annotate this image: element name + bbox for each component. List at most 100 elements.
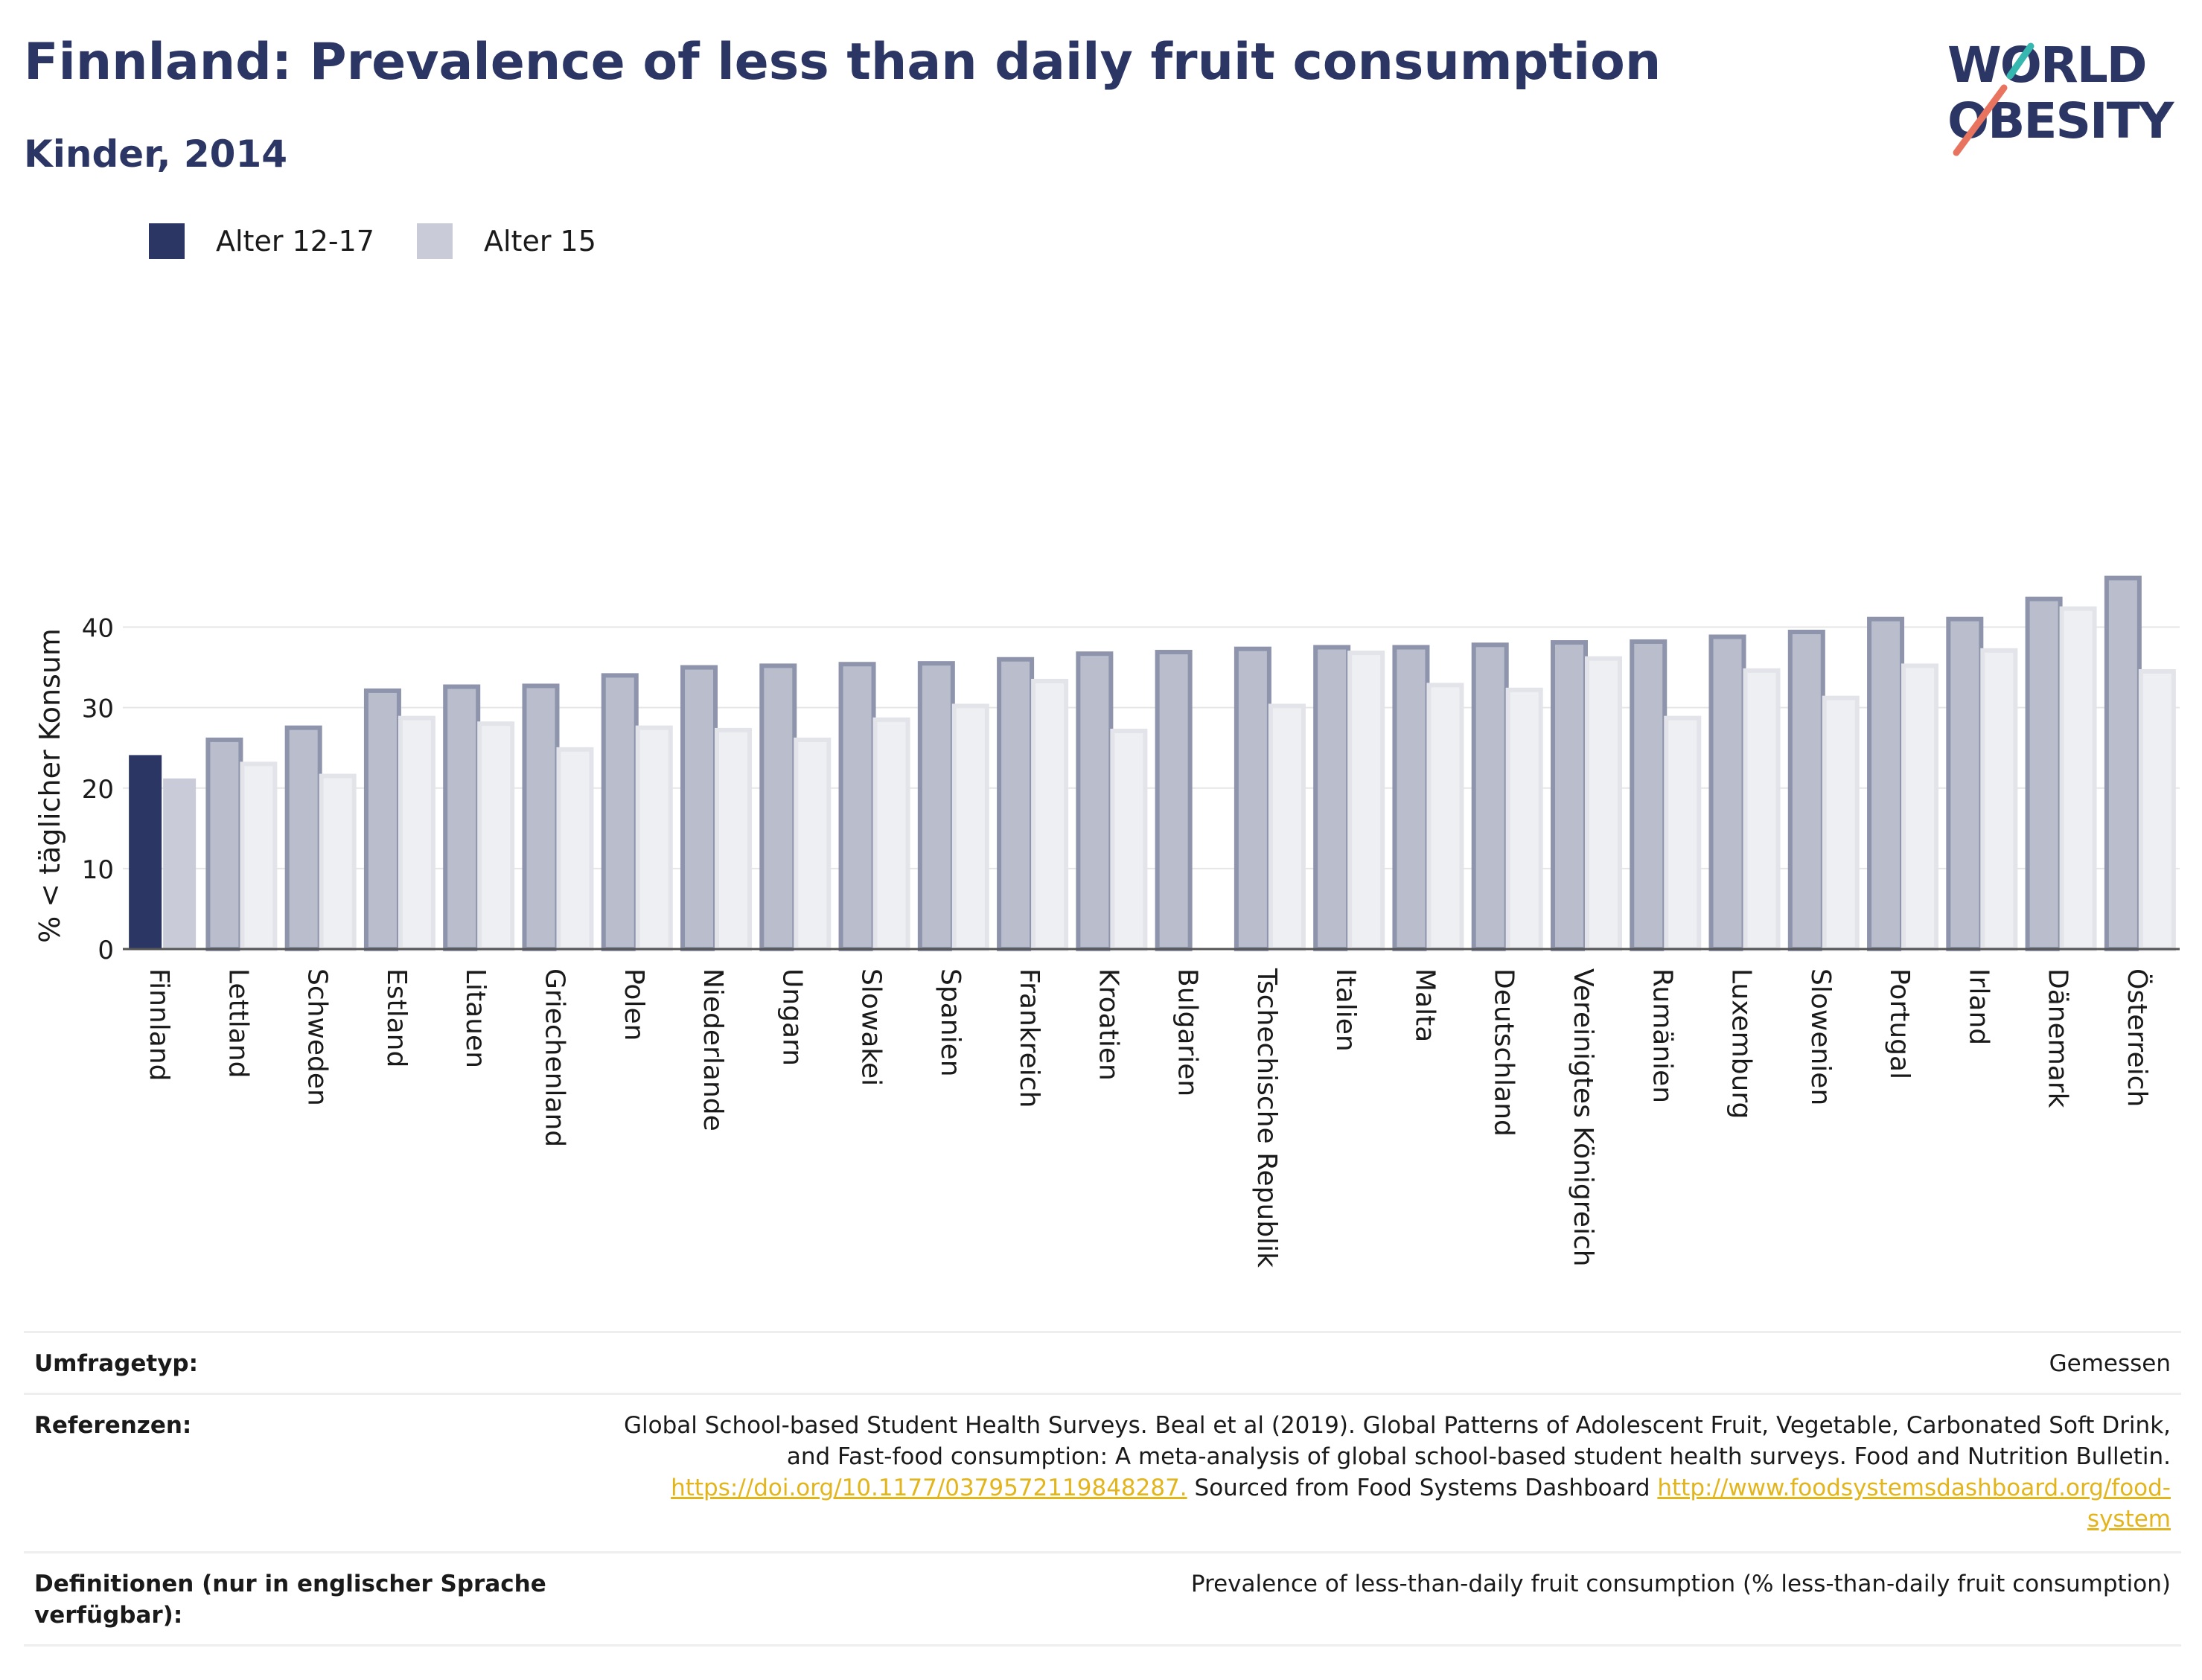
- logo-teal-slash: [2006, 42, 2035, 80]
- info-value-references: Global School-based Student Health Surve…: [607, 1410, 2171, 1535]
- bar-age-15-dänemark: [2059, 606, 2097, 951]
- bar-age-12-17-dänemark: [2025, 596, 2063, 951]
- x-tick-label-bulgarien: Bulgarien: [1172, 968, 1203, 1096]
- bar-age-15-polen: [635, 725, 673, 951]
- bar-age-15-griechenland: [556, 747, 594, 951]
- y-tick-label-20: 20: [82, 775, 114, 805]
- y-tick-label-40: 40: [82, 614, 114, 644]
- x-tick-label-kroatien: Kroatien: [1093, 968, 1123, 1081]
- bar-age-12-17-italien: [1313, 645, 1351, 951]
- x-tick-label-slowenien: Slowenien: [1805, 968, 1836, 1105]
- reference-line-3: https://doi.org/10.1177/0379572119848287…: [607, 1472, 2171, 1504]
- bar-age-15-österreich: [2138, 668, 2176, 951]
- x-tick-label-estland: Estland: [381, 968, 412, 1067]
- info-row-survey-type: Umfragetyp: Gemessen: [24, 1331, 2181, 1393]
- page-subtitle: Kinder, 2014: [24, 132, 288, 176]
- x-tick-label-deutschland: Deutschland: [1489, 968, 1519, 1137]
- legend-label-age-12-17: Alter 12-17: [216, 225, 374, 258]
- bar-age-12-17-litauen: [443, 684, 481, 951]
- bar-age-12-17-slowenien: [1787, 629, 1825, 951]
- page-title: Finnland: Prevalence of less than daily …: [24, 33, 1662, 92]
- bar-age-12-17-lettland: [205, 737, 243, 951]
- bar-age-12-17-ungarn: [759, 663, 797, 952]
- y-tick-label-10: 10: [82, 855, 114, 885]
- reference-line-1: Global School-based Student Health Surve…: [624, 1412, 2171, 1439]
- bar-age-15-schweden: [319, 773, 357, 951]
- x-tick-label-italien: Italien: [1330, 968, 1361, 1052]
- definitions-label-line-2: verfügbar):: [34, 1602, 183, 1629]
- reference-line-4: system: [607, 1504, 2171, 1535]
- dashboard-link-continued[interactable]: system: [2087, 1506, 2171, 1533]
- x-tick-label-slowakei: Slowakei: [856, 968, 887, 1086]
- x-tick-label-litauen: Litauen: [460, 968, 491, 1068]
- info-row-definitions: Definitionen (nur in englischer Sprache …: [24, 1551, 2181, 1647]
- bar-age-15-malta: [1426, 683, 1464, 951]
- bar-age-12-17-rumänien: [1630, 639, 1668, 951]
- bar-age-12-17-luxemburg: [1708, 634, 1746, 951]
- bar-age-12-17-slowakei: [838, 662, 876, 951]
- bar-age-12-17-portugal: [1867, 616, 1905, 951]
- bar-age-15-kroatien: [1110, 728, 1148, 951]
- legend-label-age-15: Alter 15: [484, 225, 596, 258]
- y-tick-label-30: 30: [82, 694, 114, 724]
- x-tick-label-luxemburg: Luxemburg: [1726, 968, 1757, 1119]
- x-tick-label-portugal: Portugal: [1884, 968, 1915, 1079]
- legend-swatch-age-15: [417, 223, 453, 259]
- bar-age-12-17-estland: [363, 688, 401, 951]
- bar-age-15-estland: [398, 715, 435, 952]
- bar-age-15-niederlande: [715, 727, 753, 952]
- bar-age-12-17-kroatien: [1076, 651, 1114, 951]
- bar-age-12-17-bulgarien: [1155, 650, 1193, 951]
- logo-red-slash: [1953, 84, 2008, 156]
- bar-age-15-litauen: [477, 721, 515, 951]
- x-tick-label-rumänien: Rumänien: [1647, 968, 1677, 1103]
- x-tick-label-frankreich: Frankreich: [1014, 968, 1044, 1108]
- info-row-references: Referenzen: Global School-based Student …: [24, 1393, 2181, 1551]
- info-value-survey-type: Gemessen: [2049, 1350, 2171, 1377]
- bar-age-12-17-frankreich: [997, 657, 1035, 951]
- x-tick-label-österreich: Österreich: [2122, 968, 2153, 1107]
- bar-age-15-tschechische-republik: [1268, 703, 1306, 952]
- bar-age-15-rumänien: [1664, 715, 1702, 952]
- bar-age-12-17-spanien: [917, 661, 955, 951]
- x-tick-label-polen: Polen: [619, 968, 649, 1041]
- bar-age-12-17-vereinigtes-königreich: [1550, 640, 1588, 951]
- bar-age-12-17-finnland: [129, 755, 162, 949]
- legend-swatch-age-12-17: [149, 223, 185, 259]
- world-obesity-logo: WORLD OBESITY: [1947, 36, 2177, 156]
- bar-age-15-luxemburg: [1743, 668, 1781, 951]
- x-tick-label-malta: Malta: [1409, 968, 1440, 1042]
- x-tick-label-vereinigtes-königreich: Vereinigtes Königreich: [1568, 968, 1598, 1267]
- info-label-references: Referenzen:: [34, 1412, 192, 1439]
- reference-line-2: and Fast-food consumption: A meta-analys…: [786, 1443, 2171, 1470]
- info-table: Umfragetyp: Gemessen Referenzen: Global …: [24, 1331, 2181, 1647]
- bar-age-15-lettland: [240, 761, 278, 951]
- x-tick-label-irland: Irland: [1963, 968, 1994, 1045]
- bar-age-15-deutschland: [1505, 687, 1543, 952]
- x-tick-label-dänemark: Dänemark: [2043, 968, 2073, 1108]
- reference-sourced-text: Sourced from Food Systems Dashboard: [1187, 1475, 1658, 1501]
- dashboard-link[interactable]: http://www.foodsystemsdashboard.org/food…: [1657, 1475, 2171, 1501]
- bar-age-15-ungarn: [794, 737, 832, 951]
- bar-age-15-finnland: [163, 778, 197, 949]
- bar-age-12-17-schweden: [284, 725, 322, 951]
- bar-age-12-17-polen: [601, 673, 639, 951]
- bar-age-15-slowakei: [872, 717, 910, 951]
- y-axis-title: % < täglicher Konsum: [33, 628, 66, 943]
- bar-age-12-17-irland: [1946, 616, 1984, 951]
- bar-age-15-vereinigtes-königreich: [1584, 656, 1622, 951]
- bar-age-12-17-österreich: [2104, 575, 2142, 951]
- logo-line2: OBESITY: [1947, 92, 2175, 150]
- x-tick-label-tschechische-republik: Tschechische Republik: [1251, 968, 1282, 1268]
- doi-link[interactable]: https://doi.org/10.1177/0379572119848287…: [671, 1475, 1187, 1501]
- bar-age-12-17-malta: [1392, 645, 1430, 951]
- x-tick-label-niederlande: Niederlande: [698, 968, 728, 1131]
- bar-age-15-spanien: [951, 703, 989, 952]
- logo-line1: WORLD: [1947, 36, 2146, 94]
- bar-age-15-portugal: [1901, 663, 1939, 952]
- x-tick-label-ungarn: Ungarn: [776, 968, 807, 1066]
- y-tick-label-0: 0: [98, 936, 114, 965]
- x-tick-label-lettland: Lettland: [223, 968, 253, 1079]
- definitions-label-line-1: Definitionen (nur in englischer Sprache: [34, 1571, 546, 1597]
- bar-age-12-17-griechenland: [522, 683, 560, 952]
